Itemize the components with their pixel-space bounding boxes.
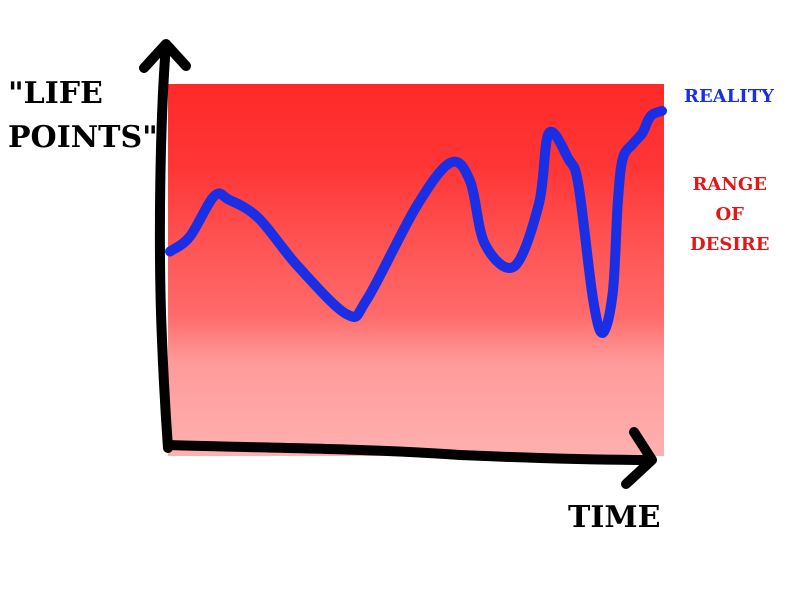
legend-range-of-desire: RANGE OF DESIRE (690, 170, 769, 260)
y-axis-line (154, 40, 173, 453)
x-axis-arrowhead (621, 427, 657, 489)
legend-range-line-3: DESIRE (690, 234, 770, 255)
x-axis-label: TIME (568, 500, 661, 535)
x-axis-line (163, 440, 655, 465)
range-of-desire-band (168, 84, 664, 456)
y-axis-label-line-1: "LIFE (8, 76, 103, 111)
y-axis-arrowhead (139, 39, 191, 73)
series-layer (165, 105, 667, 338)
legend-range-line-2: OF (715, 204, 744, 225)
legend-reality: REALITY (684, 86, 774, 107)
y-axis-label: "LIFE POINTS" (8, 72, 158, 160)
series-line-reality (165, 105, 667, 338)
legend-range-line-1: RANGE (692, 174, 767, 195)
y-axis-label-line-2: POINTS" (8, 120, 158, 155)
